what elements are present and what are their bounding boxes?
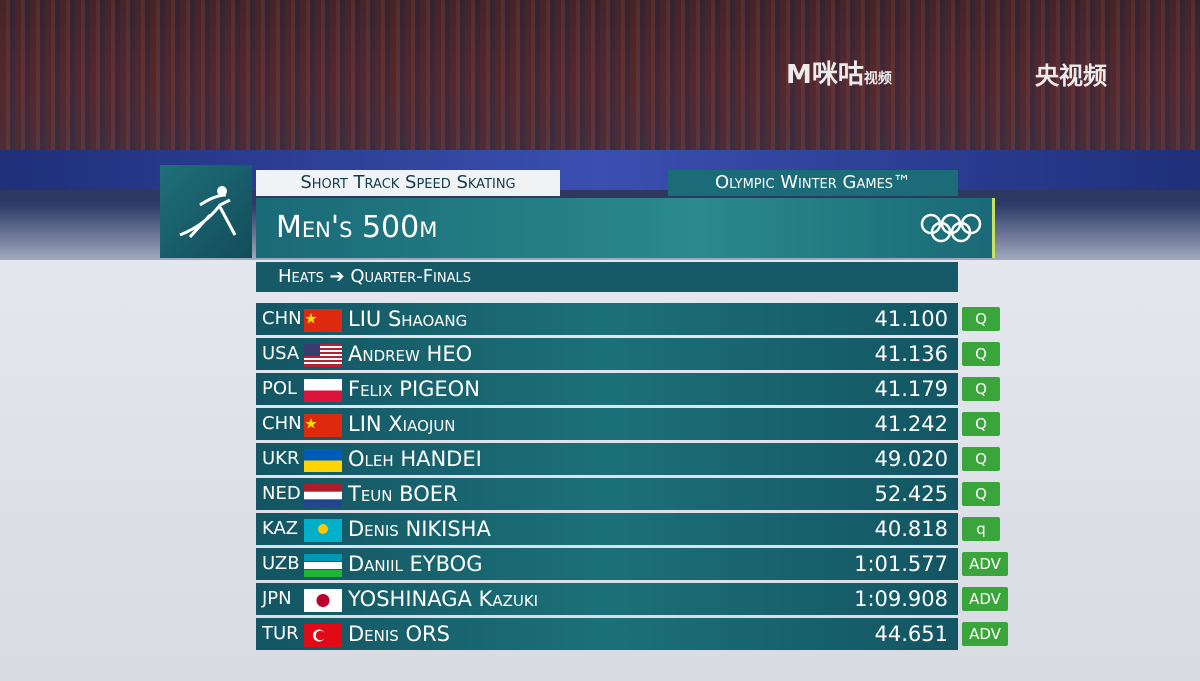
country-code: TUR (262, 623, 299, 644)
athlete-name: Denis ORS (348, 622, 450, 646)
country-code: KAZ (262, 518, 299, 539)
qualifier: Q (962, 377, 1000, 401)
result-row (256, 478, 958, 510)
result-row (256, 548, 958, 580)
watermark: M咪咕视频 (786, 60, 892, 90)
time: 41.242 (874, 412, 948, 436)
country-code: POL (262, 378, 298, 399)
result-row (256, 373, 958, 405)
athlete-name: YOSHINAGA Kazuki (348, 587, 539, 611)
result-row (256, 408, 958, 440)
athlete-name: Felix PIGEON (348, 377, 480, 401)
result-row (256, 583, 958, 615)
athlete-name: Denis NIKISHA (348, 517, 491, 541)
time: 41.136 (874, 342, 948, 366)
qualifier: Q (962, 447, 1000, 471)
country-code: CHN (262, 308, 302, 329)
qualifier: Q (962, 307, 1000, 331)
athlete-name: Teun BOER (348, 482, 458, 506)
result-row (256, 618, 958, 650)
qualifier: Q (962, 342, 1000, 366)
sport-label: Short Track Speed Skating (256, 170, 560, 196)
round-bar: Heats ➔ Quarter-Finals (256, 262, 958, 292)
qualifier: q (962, 517, 1000, 541)
qualifier: ADV (962, 552, 1008, 576)
round-from: Heats (278, 266, 324, 287)
time: 1:09.908 (854, 587, 948, 611)
athlete-name: Oleh HANDEI (348, 447, 482, 471)
qualifier: ADV (962, 587, 1008, 611)
watermark-text: 咪咕 (811, 60, 864, 90)
result-row (256, 443, 958, 475)
sport-icon (160, 165, 252, 258)
result-row (256, 513, 958, 545)
watermark-text: 视频 (863, 71, 892, 87)
country-code: CHN (262, 413, 302, 434)
country-code: UZB (262, 553, 300, 574)
time: 52.425 (874, 482, 948, 506)
round-to: Quarter-Finals (350, 266, 472, 287)
athlete-name: Daniil EYBOG (348, 552, 483, 576)
olympic-rings (920, 213, 982, 243)
time: 1:01.577 (854, 552, 948, 576)
athlete-name: Andrew HEO (348, 342, 473, 366)
games-label: Olympic Winter Games™ (668, 170, 958, 196)
event-title: Men's 500m (256, 198, 995, 258)
watermark-text: 央视频 (1035, 62, 1107, 90)
result-row (256, 338, 958, 370)
time: 40.818 (874, 517, 948, 541)
athlete-name: LIN Xiaojun (348, 412, 456, 436)
country-code: USA (262, 343, 300, 364)
time: 44.651 (874, 622, 948, 646)
qualifier: ADV (962, 622, 1008, 646)
athlete-name: LIU Shaoang (348, 307, 468, 331)
time: 41.100 (874, 307, 948, 331)
country-code: JPN (262, 588, 292, 609)
crowd (0, 0, 1200, 160)
qualifier: Q (962, 482, 1000, 506)
time: 41.179 (874, 377, 948, 401)
result-row (256, 303, 958, 335)
qualifier: Q (962, 412, 1000, 436)
country-code: UKR (262, 448, 300, 469)
skater-icon (179, 186, 237, 239)
country-code: NED (262, 483, 301, 504)
flags (304, 309, 342, 647)
time: 49.020 (874, 447, 948, 471)
